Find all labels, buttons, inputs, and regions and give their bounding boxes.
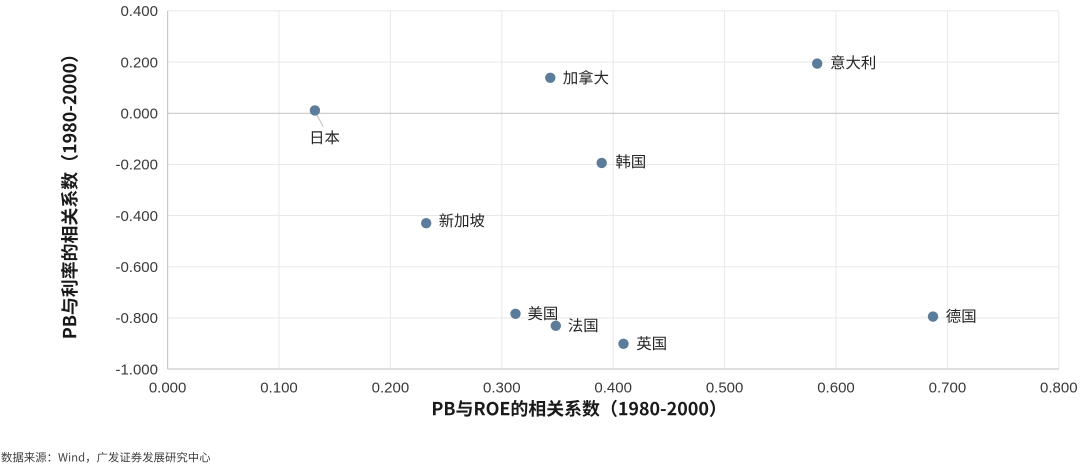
svg-text:-1.000: -1.000 [115,361,158,378]
svg-text:0.200: 0.200 [372,380,410,397]
svg-text:0.500: 0.500 [706,380,744,397]
svg-text:0.400: 0.400 [594,380,632,397]
svg-text:0.100: 0.100 [260,380,298,397]
svg-text:0.800: 0.800 [1040,380,1078,397]
svg-text:-0.800: -0.800 [115,310,158,327]
svg-text:-0.600: -0.600 [115,259,158,276]
svg-text:-0.400: -0.400 [115,208,158,225]
svg-text:0.000: 0.000 [149,380,187,397]
svg-text:0.000: 0.000 [120,106,158,123]
svg-text:-0.200: -0.200 [115,157,158,174]
svg-text:0.600: 0.600 [817,380,855,397]
svg-text:0.300: 0.300 [483,380,521,397]
svg-text:0.400: 0.400 [120,3,158,20]
svg-text:0.700: 0.700 [929,380,967,397]
svg-text:0.200: 0.200 [120,54,158,71]
